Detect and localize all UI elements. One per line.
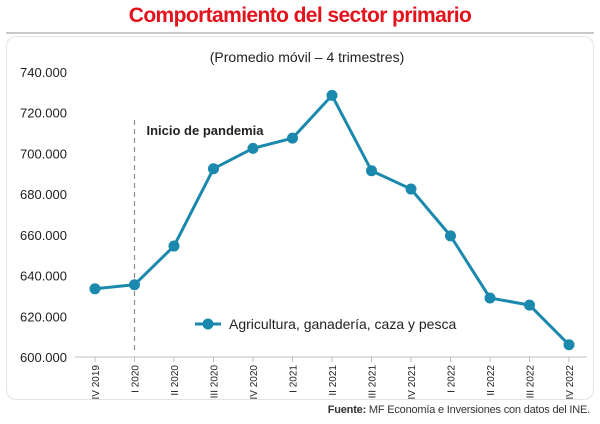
source-note: Fuente: MF Economía e Inversiones con da… bbox=[328, 404, 590, 416]
x-tick-label: II 2022 bbox=[486, 365, 497, 396]
x-tick-label: III 2022 bbox=[526, 365, 537, 399]
annotation-layer: Inicio de pandemia bbox=[133, 120, 265, 353]
y-tick-label: 620.000 bbox=[20, 309, 67, 324]
y-tick-label: 740.000 bbox=[20, 65, 67, 80]
data-point bbox=[563, 339, 575, 351]
header: Comportamiento del sector primario bbox=[0, 0, 600, 34]
x-tick-label: III 2020 bbox=[210, 365, 221, 399]
y-tick-label: 680.000 bbox=[20, 187, 67, 202]
data-point bbox=[326, 89, 338, 101]
x-tick-label: IV 2020 bbox=[249, 365, 260, 399]
data-point bbox=[445, 230, 456, 242]
y-tick-label: 700.000 bbox=[20, 146, 67, 161]
y-tick-label: 660.000 bbox=[20, 228, 67, 243]
x-tick-label: I 2021 bbox=[289, 365, 300, 393]
page-title: Comportamiento del sector primario bbox=[128, 4, 472, 27]
data-point bbox=[287, 132, 298, 144]
chart-panel: (Promedio móvil – 4 trimestres) 600.000 6… bbox=[6, 36, 594, 400]
y-tick-label: 720.000 bbox=[20, 106, 67, 121]
legend-marker bbox=[202, 318, 214, 330]
x-tick-label: II 2020 bbox=[170, 365, 181, 396]
x-tick-label: IV 2021 bbox=[407, 365, 418, 399]
y-axis: 600.000 620.000 640.000 660.000 680.000 700.0… bbox=[20, 65, 67, 365]
x-tick-label: III 2021 bbox=[368, 365, 379, 399]
data-point bbox=[366, 165, 377, 177]
data-point bbox=[247, 142, 259, 154]
y-tick-label: 640.000 bbox=[20, 269, 67, 284]
data-point bbox=[168, 240, 180, 252]
chart-subtitle: (Promedio móvil – 4 trimestres) bbox=[210, 49, 405, 65]
data-point bbox=[405, 183, 417, 195]
y-tick-label: 600.000 bbox=[20, 350, 67, 365]
x-tick-label: II 2021 bbox=[328, 365, 339, 396]
x-tick-label: IV 2019 bbox=[91, 365, 102, 399]
legend: Agricultura, ganadería, caza y pesca bbox=[195, 316, 456, 332]
series-layer bbox=[89, 89, 575, 351]
data-point bbox=[524, 299, 535, 311]
line-chart: (Promedio móvil – 4 trimestres) 600.0006… bbox=[20, 49, 587, 399]
source-label: Fuente: bbox=[327, 404, 367, 416]
x-tick-label: I 2020 bbox=[131, 365, 142, 393]
x-tick-label: I 2022 bbox=[447, 365, 458, 393]
data-point bbox=[484, 292, 496, 304]
pandemic-annotation-label: Inicio de pandemia bbox=[147, 123, 265, 138]
data-point bbox=[89, 283, 101, 295]
x-axis: IV 2019 I 2020 II 2020 III 2020 IV 2020 I 202… bbox=[75, 356, 587, 399]
data-point bbox=[129, 279, 140, 291]
x-tick-label: IV 2022 bbox=[565, 365, 576, 399]
data-point bbox=[208, 163, 219, 175]
legend-label: Agricultura, ganadería, caza y pesca bbox=[229, 316, 456, 332]
source-text: MF Economía e Inversiones con datos del … bbox=[366, 404, 590, 416]
title-rule bbox=[6, 32, 594, 34]
